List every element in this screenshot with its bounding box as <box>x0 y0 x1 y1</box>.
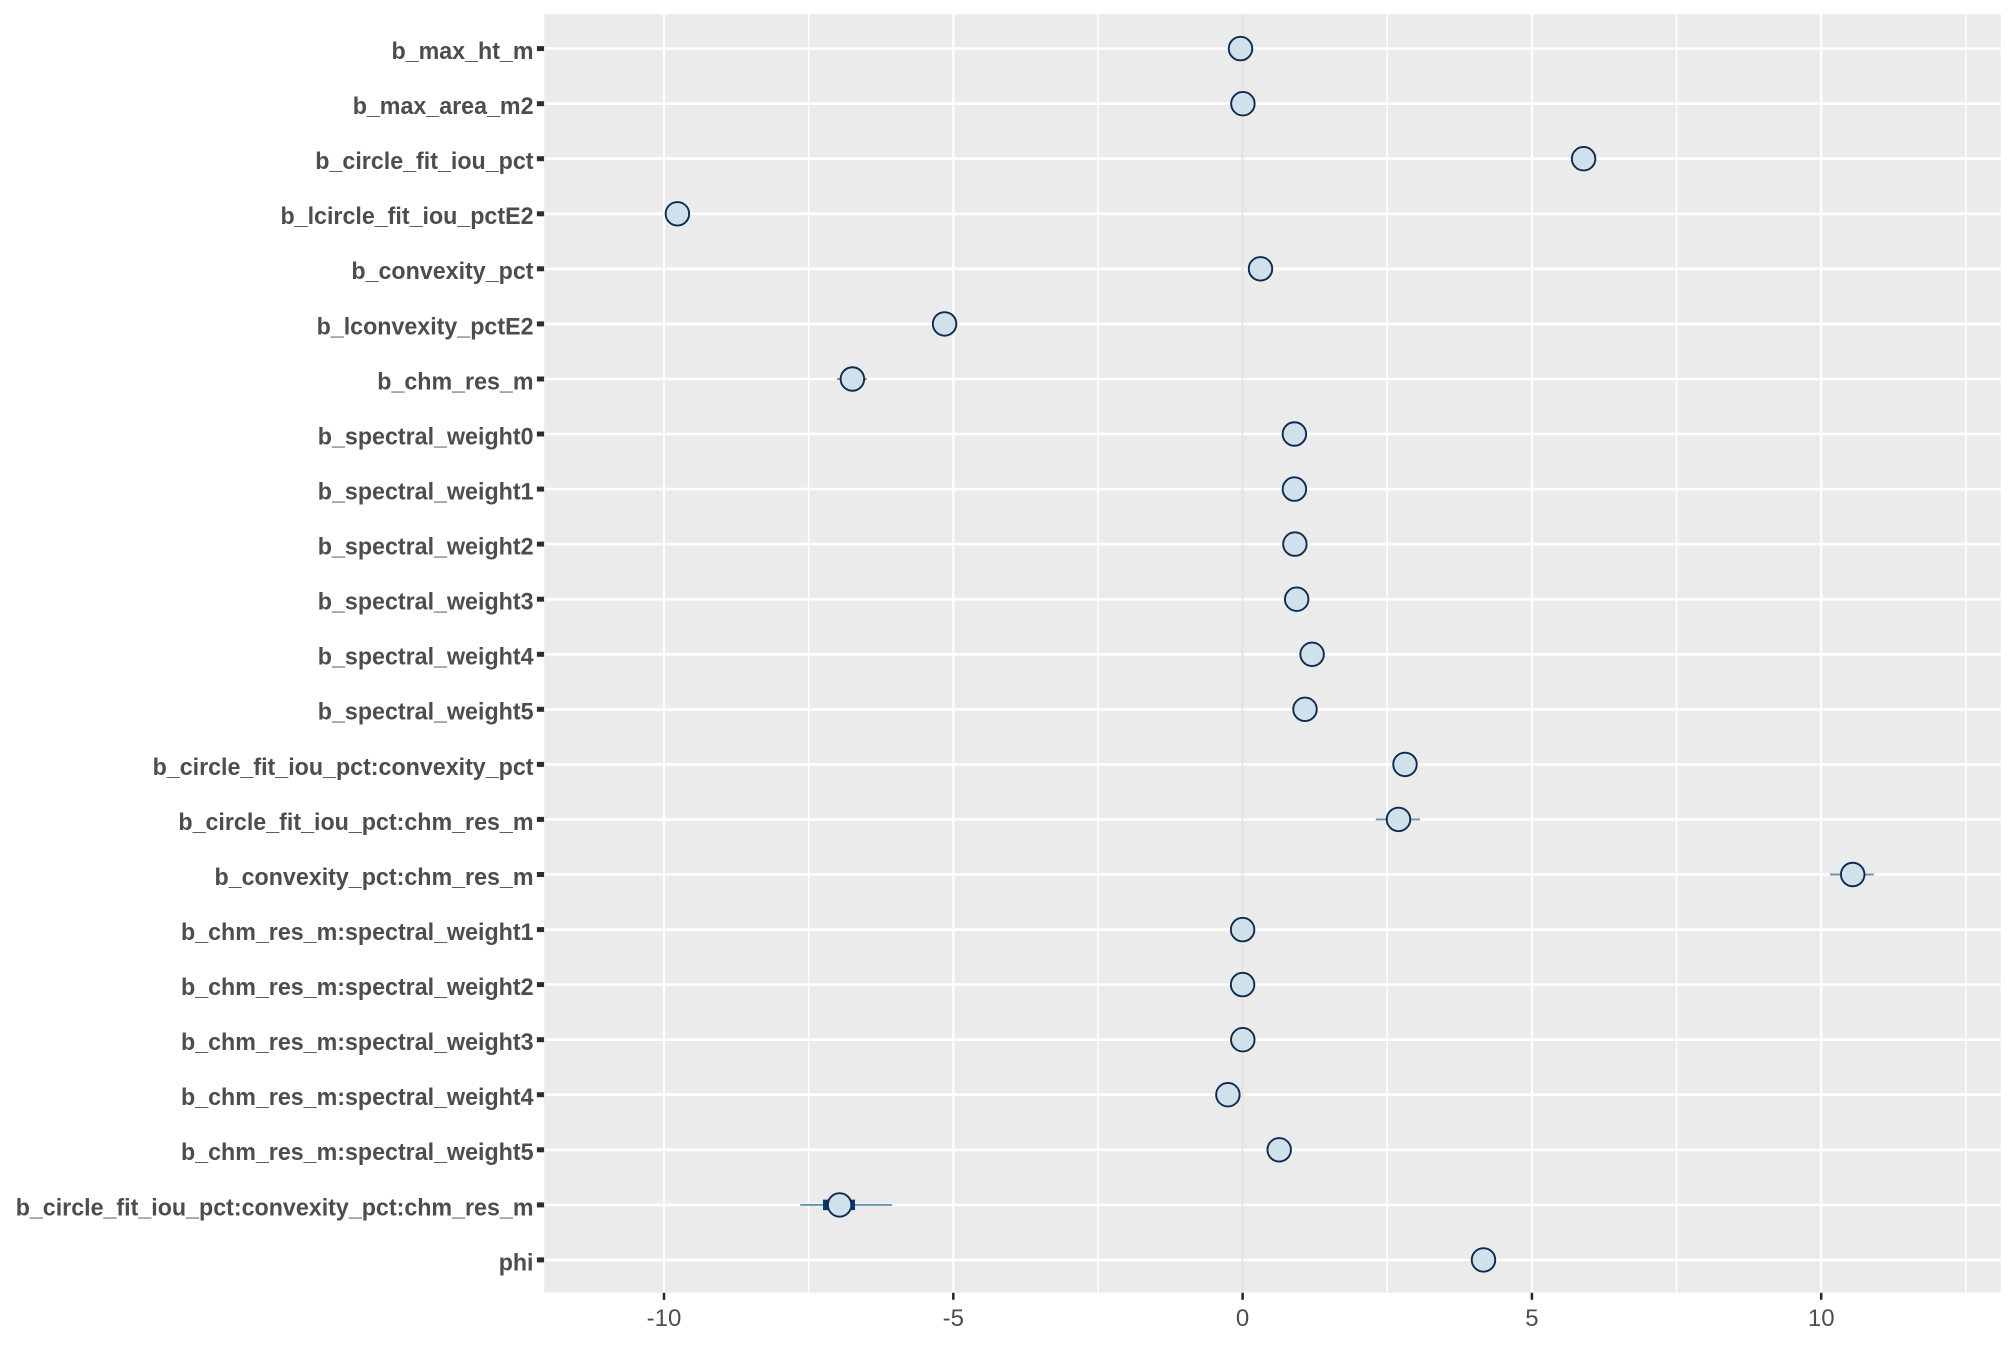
svg-text:b_spectral_weight4: b_spectral_weight4 <box>318 644 534 671</box>
svg-text:b_spectral_weight2: b_spectral_weight2 <box>318 534 534 561</box>
svg-text:b_chm_res_m: b_chm_res_m <box>377 368 533 395</box>
svg-text:phi: phi <box>499 1249 534 1276</box>
svg-text:b_chm_res_m:spectral_weight5: b_chm_res_m:spectral_weight5 <box>181 1139 534 1166</box>
svg-text:b_circle_fit_iou_pct:convexity: b_circle_fit_iou_pct:convexity_pct <box>153 754 534 781</box>
svg-text:b_circle_fit_iou_pct:convexity: b_circle_fit_iou_pct:convexity_pct:chm_r… <box>16 1194 534 1221</box>
svg-text:b_circle_fit_iou_pct:chm_res_m: b_circle_fit_iou_pct:chm_res_m <box>178 809 533 836</box>
svg-text:b_convexity_pct:chm_res_m: b_convexity_pct:chm_res_m <box>215 864 534 891</box>
svg-text:10: 10 <box>1808 1305 1835 1332</box>
svg-text:b_circle_fit_iou_pct: b_circle_fit_iou_pct <box>315 148 533 175</box>
svg-text:b_convexity_pct: b_convexity_pct <box>351 258 533 285</box>
svg-text:b_max_ht_m: b_max_ht_m <box>392 38 534 65</box>
svg-text:b_chm_res_m:spectral_weight1: b_chm_res_m:spectral_weight1 <box>181 919 534 946</box>
svg-text:b_spectral_weight3: b_spectral_weight3 <box>318 589 534 616</box>
svg-text:-5: -5 <box>943 1305 964 1332</box>
svg-text:0: 0 <box>1236 1305 1249 1332</box>
svg-text:b_spectral_weight0: b_spectral_weight0 <box>318 423 534 450</box>
svg-text:b_chm_res_m:spectral_weight4: b_chm_res_m:spectral_weight4 <box>181 1084 534 1111</box>
svg-text:b_lcircle_fit_iou_pctE2: b_lcircle_fit_iou_pctE2 <box>281 203 534 230</box>
svg-text:b_max_area_m2: b_max_area_m2 <box>353 93 534 120</box>
svg-text:b_chm_res_m:spectral_weight2: b_chm_res_m:spectral_weight2 <box>181 974 534 1001</box>
svg-text:5: 5 <box>1525 1305 1538 1332</box>
svg-text:b_lconvexity_pctE2: b_lconvexity_pctE2 <box>317 313 534 340</box>
svg-text:b_chm_res_m:spectral_weight3: b_chm_res_m:spectral_weight3 <box>181 1029 534 1056</box>
svg-text:-10: -10 <box>647 1305 682 1332</box>
svg-text:b_spectral_weight5: b_spectral_weight5 <box>318 699 534 726</box>
svg-text:b_spectral_weight1: b_spectral_weight1 <box>318 479 534 506</box>
